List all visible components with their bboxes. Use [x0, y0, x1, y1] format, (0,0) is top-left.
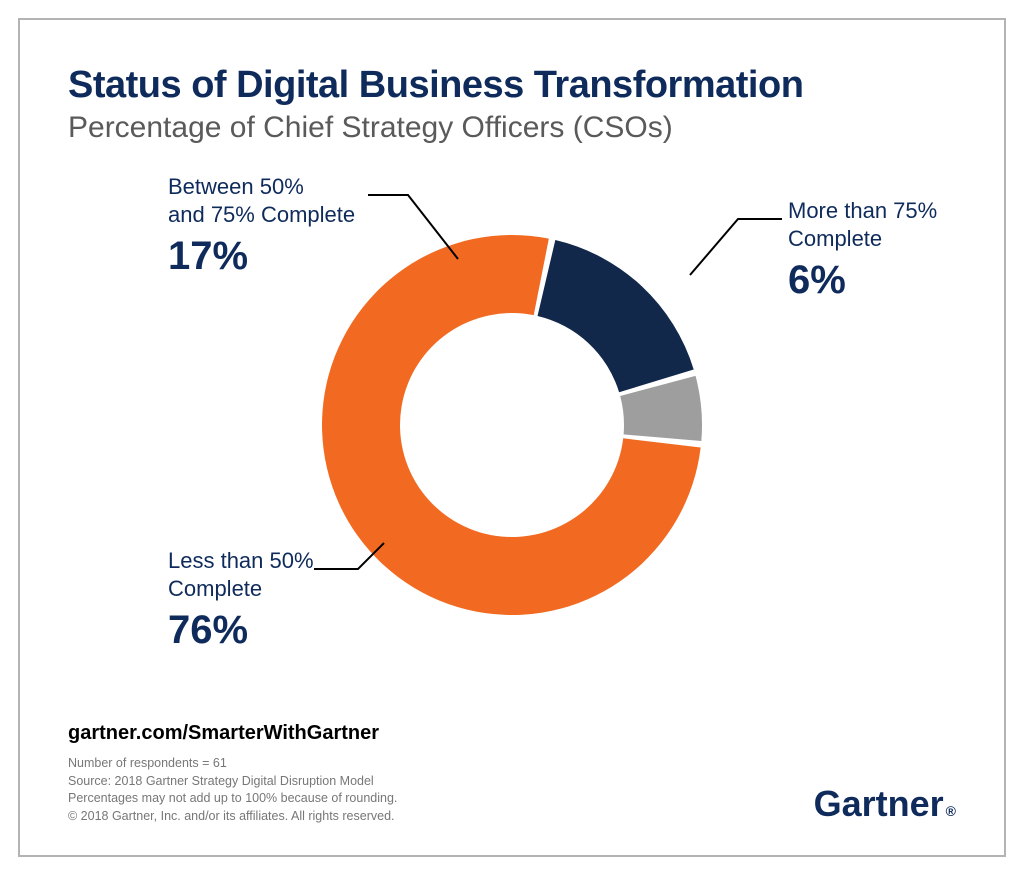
- callout-label: Between 50% and 75% Complete: [168, 173, 355, 228]
- brand-registered: ®: [946, 803, 956, 819]
- callout-label: Less than 50% Complete: [168, 547, 314, 602]
- chart-subtitle: Percentage of Chief Strategy Officers (C…: [68, 111, 956, 145]
- footer-url: gartner.com/SmarterWithGartner: [68, 722, 956, 745]
- callout-percent: 17%: [168, 234, 355, 279]
- brand-logo: Gartner®: [814, 783, 956, 825]
- chart-area: Between 50% and 75% Complete 17% More th…: [68, 165, 956, 685]
- leader-more-75: [690, 219, 782, 275]
- callout-more-75: More than 75% Complete 6%: [788, 197, 937, 303]
- callout-percent: 76%: [168, 608, 314, 653]
- chart-title: Status of Digital Business Transformatio…: [68, 64, 956, 107]
- callout-percent: 6%: [788, 258, 937, 303]
- callout-less-50: Less than 50% Complete 76%: [168, 547, 314, 653]
- brand-name: Gartner: [814, 783, 944, 825]
- leader-between-50-75: [368, 195, 458, 259]
- infographic-frame: Status of Digital Business Transformatio…: [18, 18, 1006, 857]
- leader-less-50: [314, 543, 384, 569]
- callout-between-50-75: Between 50% and 75% Complete 17%: [168, 173, 355, 279]
- footer: gartner.com/SmarterWithGartner Number of…: [68, 722, 956, 825]
- callout-label: More than 75% Complete: [788, 197, 937, 252]
